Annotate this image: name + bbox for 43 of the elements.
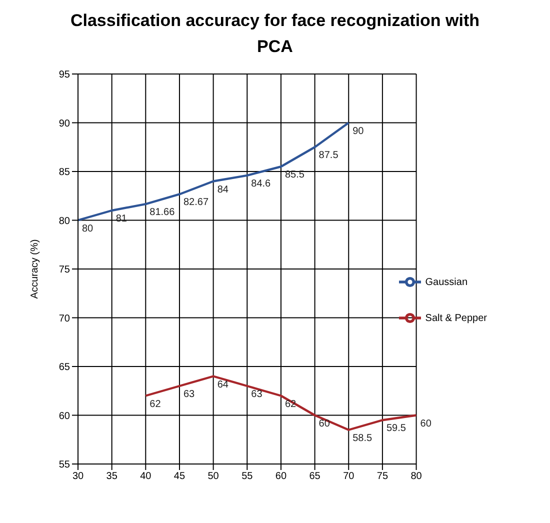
x-tick-label: 65	[309, 471, 321, 482]
data-label: 63	[251, 389, 263, 400]
y-tick-label: 60	[58, 410, 70, 422]
x-tick-label: 55	[242, 471, 254, 482]
y-axis-title: Accuracy (%)	[30, 239, 41, 299]
data-label: 64	[217, 379, 229, 390]
y-tick-label: 85	[58, 167, 70, 178]
x-tick-label: 40	[140, 471, 152, 482]
chart-title: Classification accuracy for face recognization with PCA	[69, 10, 481, 58]
line-series	[144, 375, 416, 431]
y-tick-label: 55	[58, 460, 70, 471]
x-tick-label: 30	[72, 471, 84, 482]
y-tick-label: 95	[58, 70, 70, 81]
y-tick-label: 80	[58, 216, 70, 227]
legend-label: Gaussian	[425, 277, 468, 288]
y-tick-label: 65	[58, 362, 70, 374]
data-label: 80	[82, 223, 94, 234]
x-tick-label: 75	[376, 471, 388, 482]
data-label: 60	[420, 418, 432, 430]
y-tick-label: 70	[58, 313, 70, 324]
data-label: 62	[150, 398, 162, 410]
legend-label: Salt & Pepper	[425, 313, 487, 324]
data-label: 81.66	[150, 207, 176, 218]
data-label: 63	[183, 389, 196, 400]
data-label: 84	[217, 184, 229, 196]
y-tick-label: 75	[58, 264, 70, 276]
x-tick-label: 50	[208, 471, 220, 482]
data-label: 62	[284, 398, 297, 410]
y-tick-label: 90	[58, 118, 70, 130]
x-tick-label: 70	[343, 471, 355, 482]
data-label: 85.5	[284, 170, 305, 181]
x-tick-label: 35	[106, 471, 118, 482]
x-tick-label: 60	[275, 471, 287, 482]
data-label: 90	[352, 126, 364, 137]
data-label: 58.5	[352, 432, 373, 444]
data-label: 60	[318, 418, 330, 430]
data-label: 59.5	[386, 423, 406, 434]
data-label: 84.6	[251, 178, 272, 190]
x-tick-label: 80	[410, 471, 422, 482]
line-series	[78, 122, 350, 222]
data-label: 82.67	[183, 197, 209, 208]
data-label: 87.5	[318, 150, 339, 162]
x-tick-label: 45	[174, 471, 186, 482]
